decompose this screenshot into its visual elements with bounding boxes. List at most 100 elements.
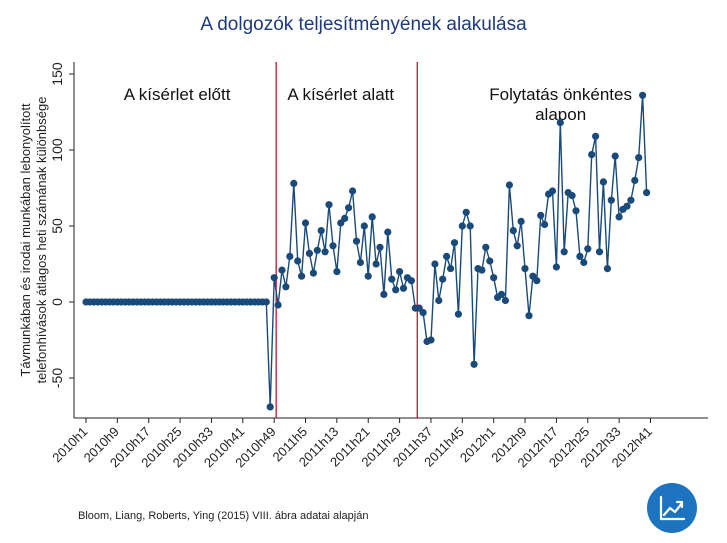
data-point	[568, 192, 576, 200]
data-point	[372, 260, 380, 268]
data-point	[552, 263, 561, 271]
data-point	[592, 132, 600, 140]
data-point	[470, 360, 478, 368]
data-point	[447, 265, 455, 273]
data-point	[513, 242, 521, 250]
data-point	[643, 189, 651, 197]
data-point	[380, 290, 388, 298]
y-axis-title-line: Távmunkában és irodai munkában lebonyolí…	[18, 103, 33, 377]
data-point	[356, 258, 364, 267]
data-point	[517, 217, 525, 225]
data-point	[431, 260, 439, 268]
phase-label: alapon	[535, 105, 586, 124]
data-point	[478, 266, 486, 274]
data-point	[486, 257, 494, 265]
data-point	[505, 181, 513, 189]
data-point	[443, 252, 451, 260]
data-point	[321, 248, 329, 256]
phase-label: A kísérlet előtt	[124, 85, 231, 104]
data-point	[341, 214, 349, 222]
chart-title: A dolgozók teljesítményének alakulása	[200, 14, 527, 35]
data-point	[290, 179, 298, 187]
data-point	[603, 265, 612, 273]
data-point	[497, 290, 506, 298]
data-point	[325, 201, 333, 209]
data-point	[450, 239, 459, 247]
data-point	[368, 213, 376, 221]
data-point	[427, 336, 435, 344]
data-point	[501, 296, 509, 305]
data-point	[305, 249, 313, 257]
data-point	[266, 403, 274, 411]
data-point	[407, 277, 415, 285]
data-point	[611, 152, 619, 160]
data-point	[533, 277, 541, 285]
phase-label: Folytatás önkéntes	[489, 85, 632, 104]
y-tick-label: 100	[49, 138, 65, 162]
data-point	[572, 207, 580, 215]
data-point	[525, 312, 533, 320]
data-point	[537, 211, 545, 219]
data-point	[333, 268, 341, 276]
data-point	[541, 220, 549, 229]
data-point	[588, 151, 596, 159]
data-point	[623, 202, 631, 210]
y-tick-label: 150	[49, 62, 65, 86]
data-point	[435, 296, 443, 305]
y-axis-title-line: telefonhívások átlagos heti számának kül…	[34, 97, 49, 384]
data-point	[376, 243, 384, 251]
data-point	[462, 208, 470, 216]
data-point	[599, 178, 608, 186]
data-point	[615, 213, 623, 221]
data-point	[384, 228, 392, 236]
data-point	[639, 91, 647, 99]
data-point	[466, 222, 474, 230]
data-point	[399, 284, 408, 292]
data-point	[458, 222, 466, 230]
data-point	[490, 274, 498, 282]
data-point	[576, 252, 584, 260]
data-point	[278, 266, 286, 274]
data-point	[454, 310, 462, 318]
data-point	[548, 187, 557, 195]
data-point	[282, 283, 290, 291]
data-point	[631, 176, 639, 184]
data-point	[388, 275, 396, 283]
data-point	[556, 119, 564, 127]
phase-label: A kísérlet alatt	[287, 85, 394, 104]
data-point	[509, 227, 517, 235]
data-point	[352, 237, 361, 245]
data-point	[482, 243, 490, 251]
data-point	[309, 269, 317, 277]
data-point	[521, 265, 529, 273]
chart-growth-icon	[647, 483, 697, 533]
y-tick-label: 0	[49, 298, 65, 306]
data-point	[313, 246, 321, 254]
data-point	[329, 242, 337, 250]
data-point	[286, 252, 294, 260]
source-note: Bloom, Liang, Roberts, Ying (2015) VIII.…	[78, 510, 369, 522]
data-point	[396, 268, 404, 276]
data-point	[317, 227, 325, 235]
data-point	[298, 272, 306, 280]
data-point	[627, 196, 635, 204]
data-point	[580, 258, 588, 267]
y-tick-label: 50	[49, 218, 65, 234]
data-point	[349, 187, 357, 195]
data-point	[439, 275, 447, 283]
data-point	[274, 301, 282, 309]
data-point	[294, 257, 302, 265]
data-point	[360, 222, 368, 230]
data-point	[635, 154, 643, 162]
data-point	[301, 219, 310, 227]
data-point	[345, 204, 353, 212]
data-point	[270, 274, 278, 282]
data-point	[595, 248, 604, 256]
y-tick-label: -50	[49, 368, 65, 388]
data-point	[262, 298, 270, 306]
data-point	[560, 248, 568, 256]
data-point	[584, 245, 592, 253]
data-point	[607, 196, 615, 204]
data-point	[364, 272, 372, 280]
